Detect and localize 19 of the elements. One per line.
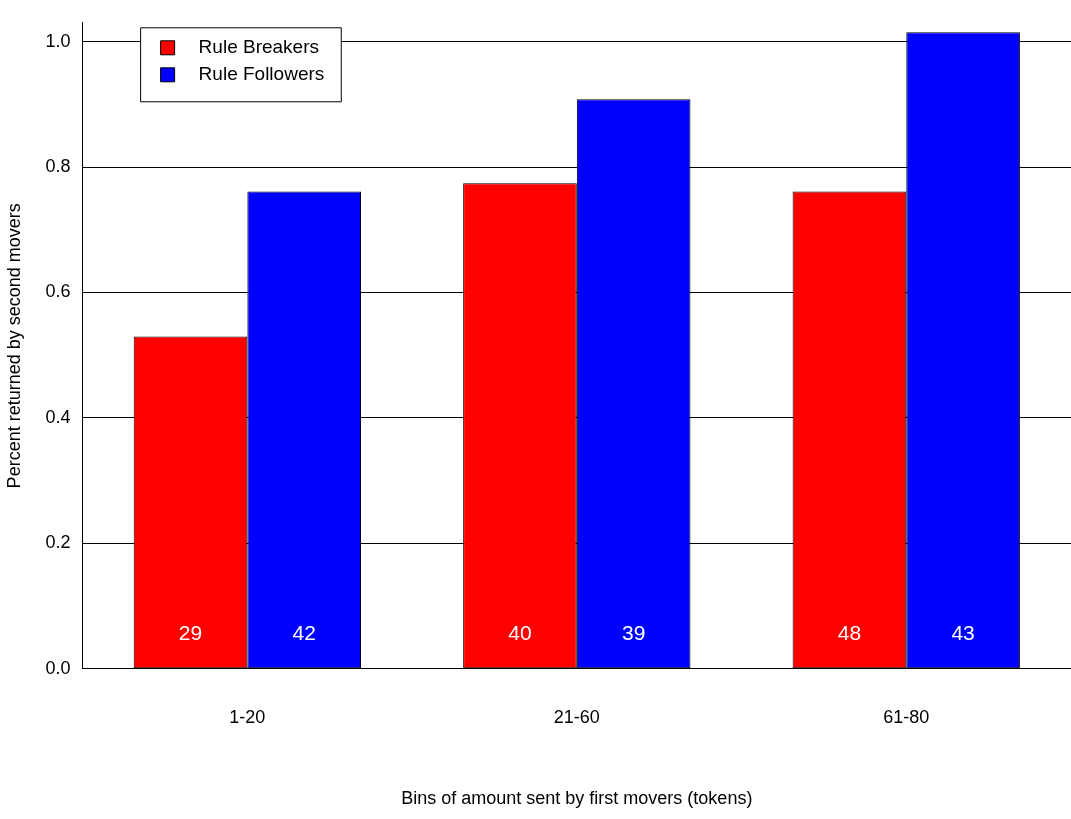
x-tick-label: 1-20 [229,706,266,727]
annotation: 39 [621,621,646,645]
legend-label: Rule Breakers [198,36,320,58]
y-tick-label: 0.2 [45,532,71,553]
y-tick-label: 0.8 [45,156,71,177]
y-axis-title: Percent returned by second movers [3,203,24,489]
y-tick-label: 0.4 [45,406,71,427]
legend-label: Rule Followers [198,63,325,85]
x-tick-label: 21-60 [553,706,600,727]
y-tick-label: 0.0 [45,657,71,678]
y-tick-label: 1.0 [45,30,71,51]
x-tick-label: 61-80 [883,706,930,727]
annotation: 42 [292,621,316,645]
annotation: 43 [951,621,975,645]
x-axis-title: Bins of amount sent by first movers (tokens) [401,788,753,809]
annotation: 29 [178,621,203,645]
annotation: 40 [508,621,532,645]
annotation: 48 [837,621,862,645]
y-tick-label: 0.6 [45,281,71,302]
